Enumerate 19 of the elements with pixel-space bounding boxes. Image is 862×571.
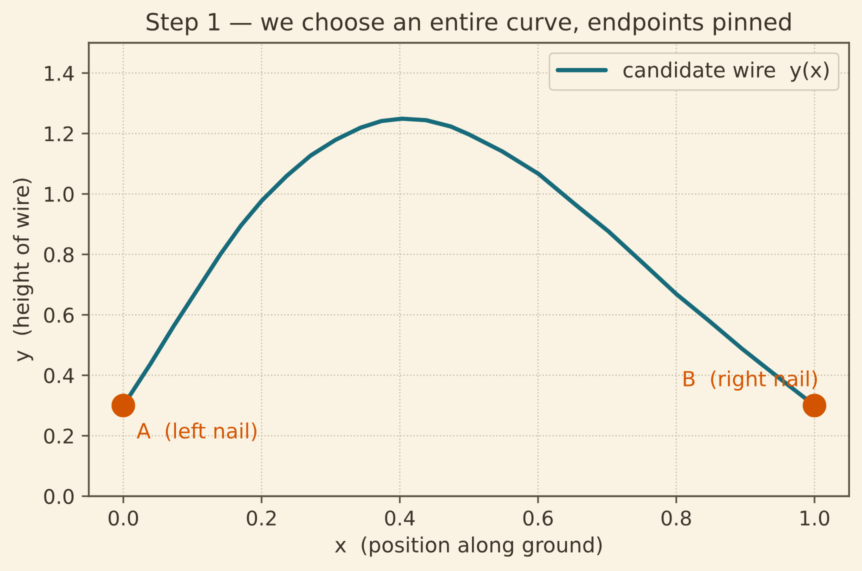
y-tick-label: 0.8 — [44, 247, 74, 262]
x-tick-label: 0.0 — [108, 510, 138, 526]
chart-title: Step 1 — we choose an entire curve, endpoints pinned — [146, 12, 791, 36]
y-tick-label: 0.0 — [44, 488, 74, 504]
legend-label: candidate wire y(x) — [624, 62, 829, 82]
x-tick-label: 1.0 — [800, 510, 830, 526]
x-tick-label: 0.8 — [662, 510, 691, 526]
y-tick-label: 1.0 — [45, 186, 74, 202]
x-axis-title: x (position along ground) — [335, 536, 602, 557]
y-tick-label: 0.6 — [44, 308, 74, 323]
annotation: A (left nail) — [136, 422, 256, 442]
y-axis-title: y (height of wire) — [12, 178, 34, 362]
y-tick-label: 0.4 — [44, 368, 74, 384]
x-tick-label: 0.6 — [523, 510, 553, 526]
x-tick-label: 0.4 — [385, 510, 415, 526]
y-tick-label: 1.4 — [45, 66, 74, 81]
y-tick-label: 1.2 — [45, 126, 73, 142]
x-tick-label: 0.2 — [246, 510, 276, 526]
y-tick-label: 0.2 — [44, 428, 73, 444]
